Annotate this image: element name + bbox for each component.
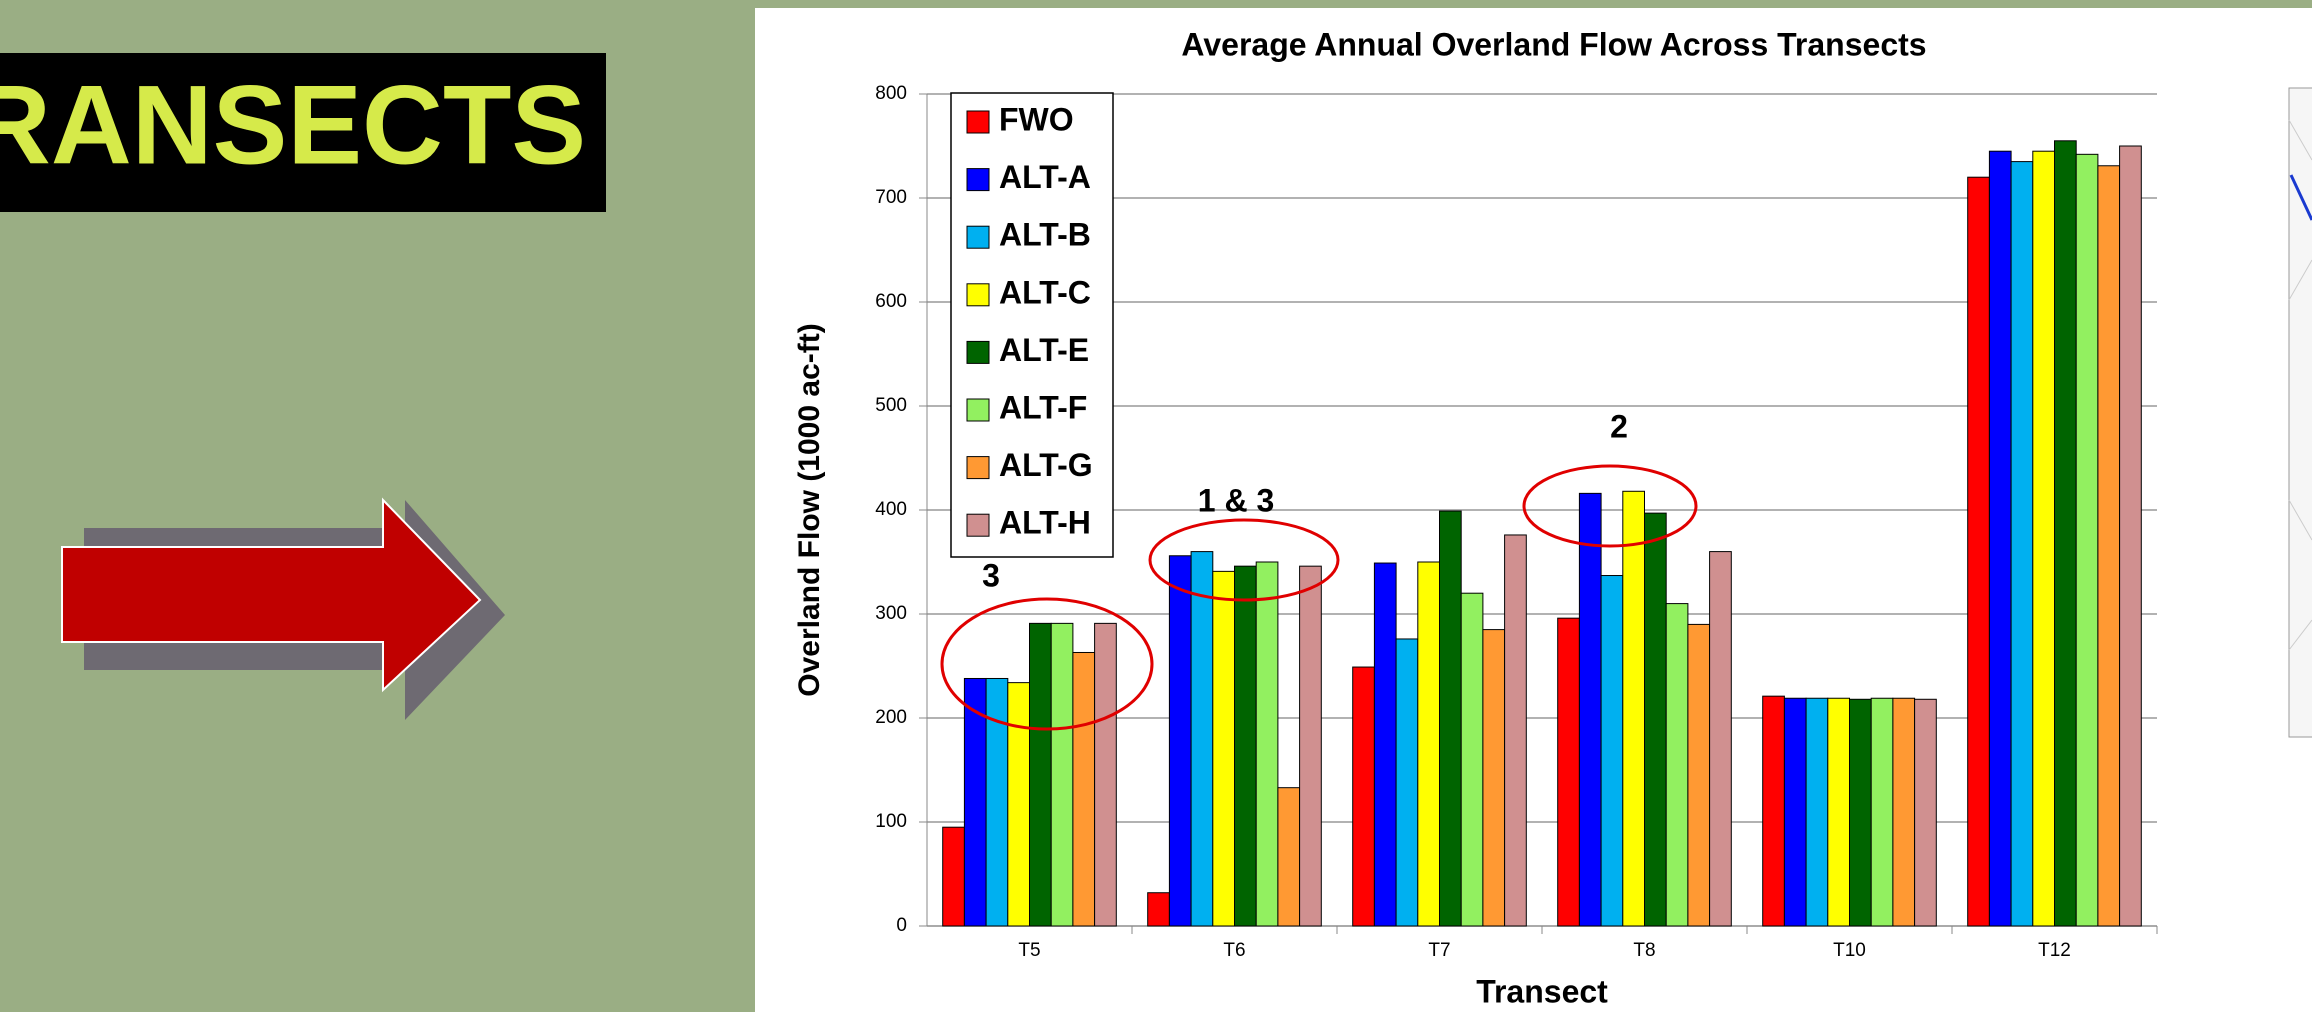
annotation: 3 xyxy=(982,557,1000,593)
bar xyxy=(1849,698,1872,927)
bar xyxy=(1805,697,1829,927)
y-tick-label: 300 xyxy=(875,603,907,624)
legend-swatch xyxy=(966,110,990,134)
bar xyxy=(1190,551,1214,927)
y-tick-label: 500 xyxy=(875,395,907,416)
y-tick-label: 0 xyxy=(896,915,907,936)
bar xyxy=(1709,551,1732,927)
bar xyxy=(1687,623,1711,927)
legend-label: ALT-F xyxy=(999,389,1087,425)
bar xyxy=(2097,165,2121,927)
heading-box xyxy=(0,53,606,212)
bar xyxy=(1914,698,1937,927)
bar xyxy=(1352,666,1375,927)
bar xyxy=(1299,565,1322,927)
bar xyxy=(1277,787,1301,927)
bar xyxy=(2010,161,2034,927)
x-tick-label: T7 xyxy=(1428,940,1450,961)
x-tick-label: T6 xyxy=(1223,940,1245,961)
x-tick-label: T12 xyxy=(2038,940,2071,961)
legend-label: ALT-A xyxy=(999,159,1091,195)
bar xyxy=(1967,176,1990,927)
bar xyxy=(1600,575,1624,927)
bar xyxy=(1255,561,1279,927)
legend-label: ALT-E xyxy=(999,332,1089,368)
bar xyxy=(1988,150,2012,927)
highlight-ellipse xyxy=(1148,518,1340,602)
bar xyxy=(1168,555,1192,927)
bar xyxy=(2032,150,2056,927)
x-tick-label: T5 xyxy=(1018,940,1040,961)
bar xyxy=(1373,562,1397,927)
bar xyxy=(1147,892,1170,927)
bar xyxy=(1622,490,1646,927)
bar xyxy=(2054,140,2077,927)
bar xyxy=(1395,638,1419,927)
bar xyxy=(2075,153,2099,927)
x-tick-label: T10 xyxy=(1833,940,1866,961)
bar xyxy=(1212,570,1236,927)
highlight-ellipse xyxy=(940,597,1154,731)
bar xyxy=(1578,492,1602,927)
bar xyxy=(1417,561,1441,927)
legend-swatch xyxy=(966,456,990,480)
legend-label: FWO xyxy=(999,101,1074,137)
bar xyxy=(2119,145,2142,927)
y-tick-label: 600 xyxy=(875,291,907,312)
highlight-ellipse xyxy=(1522,464,1698,548)
y-tick-label: 100 xyxy=(875,811,907,832)
legend-label: ALT-C xyxy=(999,274,1091,310)
bar xyxy=(1504,534,1527,927)
bar xyxy=(1094,622,1117,927)
chart-title: Average Annual Overland Flow Across Tran… xyxy=(1181,26,1926,62)
legend-swatch xyxy=(966,340,990,364)
bar xyxy=(1482,629,1506,927)
bar xyxy=(942,826,965,927)
annotation: 2 xyxy=(1610,408,1628,444)
x-tick-label: T8 xyxy=(1633,940,1655,961)
bar xyxy=(1783,697,1807,927)
bar xyxy=(1050,622,1074,927)
legend-swatch xyxy=(966,225,990,249)
legend-swatch xyxy=(966,168,990,192)
y-tick-label: 800 xyxy=(875,83,907,104)
annotations: 3 1 & 3 2 xyxy=(940,408,1698,731)
bar xyxy=(1665,603,1689,927)
y-tick-label: 400 xyxy=(875,499,907,520)
legend-swatch xyxy=(966,513,990,537)
heading: RANSECTS xyxy=(0,63,586,188)
map-thumbnail xyxy=(2288,87,2312,738)
bar xyxy=(985,677,1009,927)
arrow xyxy=(61,497,505,720)
legend-swatch xyxy=(966,283,990,307)
bar xyxy=(1762,695,1785,927)
legend-swatch xyxy=(966,398,990,422)
legend-label: ALT-H xyxy=(999,505,1091,541)
x-axis-label: Transect xyxy=(1476,973,1608,1009)
bar xyxy=(1460,592,1484,927)
bar xyxy=(1827,697,1851,927)
bar xyxy=(1072,651,1096,927)
bar xyxy=(1557,617,1580,927)
y-tick-label: 200 xyxy=(875,707,907,728)
bar xyxy=(1439,510,1462,927)
legend-label: ALT-G xyxy=(999,447,1093,483)
y-tick-label: 700 xyxy=(875,187,907,208)
legend-label: ALT-B xyxy=(999,217,1091,253)
bar xyxy=(1892,697,1916,927)
bar xyxy=(1870,697,1894,927)
bar xyxy=(1234,565,1257,927)
bar xyxy=(1007,682,1030,927)
y-axis-label: Overland Flow (1000 ac-ft) xyxy=(793,323,826,696)
bar xyxy=(1029,622,1052,927)
bar xyxy=(1644,512,1667,927)
annotation: 1 & 3 xyxy=(1198,482,1274,518)
